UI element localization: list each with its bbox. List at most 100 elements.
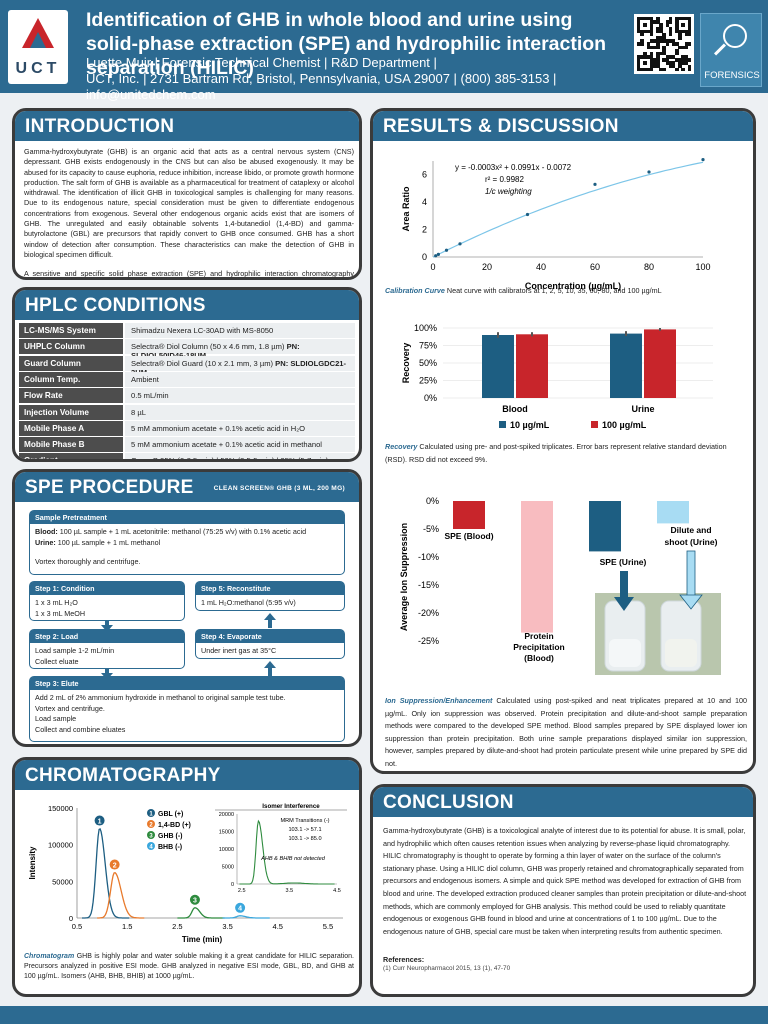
- legend-label: 10 µg/mL: [510, 420, 550, 430]
- y-tick-label: 25%: [419, 376, 437, 386]
- ion-suppression-caption: Ion Suppression/Enhancement Calculated u…: [385, 696, 747, 768]
- hplc-value: Shimadzu Nexera LC-30AD with MS-8050: [125, 323, 355, 338]
- recovery-chart: 100% 75% 50% 25% 0% Recovery Blood Urine 10 µg/m…: [401, 323, 713, 430]
- ion-bar: [589, 501, 621, 552]
- legend-label: 100 µg/mL: [602, 420, 647, 430]
- calibration-point: [436, 252, 440, 256]
- mrm-transition: 103.1 -> 85.0: [288, 836, 321, 842]
- introduction-panel: INTRODUCTION Gamma-hydroxybutyrate (GHB)…: [12, 108, 362, 280]
- mrm-title: MRM Transitions (-): [280, 818, 329, 824]
- hplc-key: Flow Rate: [19, 388, 123, 404]
- y-tick-label: 4: [422, 197, 427, 207]
- y-tick-label: -25%: [418, 636, 439, 646]
- legend-marker-label: 3: [149, 833, 153, 839]
- hplc-value: 5 mM ammonium acetate + 0.1% acetic acid…: [125, 437, 355, 453]
- x-tick-label: 100: [695, 262, 710, 272]
- x-axis-label: Concentration (µg/mL): [525, 281, 621, 291]
- calibration-point: [458, 242, 462, 246]
- arrow-down-icon: [679, 594, 703, 610]
- recovery-bar: [516, 334, 548, 398]
- y-tick-label: -15%: [418, 580, 439, 590]
- recovery-bar: [644, 329, 676, 398]
- y-tick-label: 50000: [52, 877, 73, 886]
- y-tick-label: 50%: [419, 358, 437, 368]
- introduction-paragraph-2: A sensitive and specific solid phase ext…: [24, 269, 354, 279]
- hplc-value: Ambient: [125, 371, 355, 387]
- ion-suppression-chart: 0% -5% -10% -15% -20% -25% Average Ion Suppres…: [399, 496, 721, 675]
- r-squared: r² = 0.9982: [485, 175, 524, 184]
- legend-label: 1,4-BD (+): [158, 822, 191, 829]
- y-tick-label: 6: [422, 170, 427, 180]
- hplc-row: LC-MS/MS System Shimadzu Nexera LC-30AD w…: [19, 323, 355, 339]
- y-tick-label: -5%: [423, 524, 439, 534]
- author-line: Luette Muir | Forensic Technical Chemist…: [86, 55, 437, 70]
- x-tick-label: 0.5: [72, 922, 82, 931]
- magnifier-icon: [723, 24, 747, 48]
- weighting-note: 1/c weighting: [485, 187, 532, 196]
- y-tick-label: -20%: [418, 608, 439, 618]
- legend-marker-label: 2: [149, 822, 153, 828]
- hplc-row: Injection Volume 8 µL: [19, 404, 355, 421]
- bar-label: shoot (Urine): [665, 537, 718, 547]
- reference-item: (1) Curr Neuropharmacol 2015, 13 (1), 47…: [383, 965, 511, 972]
- y-axis-label: Area Ratio: [401, 186, 411, 232]
- hplc-key: Column Temp.: [19, 371, 123, 387]
- peak-marker: [235, 902, 246, 913]
- peak-marker-label: 3: [193, 898, 197, 905]
- chromatography-caption: Chromatogram GHB is highly polar and wat…: [24, 953, 354, 980]
- calibration-caption: Calibration Curve Neat curve with calibr…: [385, 286, 662, 295]
- step2-box: Step 2: Load Load sample 1-2 mL/min Colle…: [29, 629, 185, 669]
- hplc-value: 0.5 mL/min: [125, 388, 355, 404]
- bar-label: SPE (Urine): [600, 557, 647, 567]
- hplc-key: Gradient: [19, 453, 123, 459]
- calibration-point: [525, 212, 530, 217]
- mrm-transition: 103.1 -> 57.1: [288, 827, 321, 833]
- results-title: RESULTS & DISCUSSION: [373, 111, 753, 141]
- x-tick-label: 20: [482, 262, 492, 272]
- pretreatment-box: Sample Pretreatment Blood: 100 µL sample…: [29, 510, 345, 575]
- hplc-key: Injection Volume: [19, 404, 123, 420]
- step1-box: Step 1: Condition 1 x 3 mL H₂O 1 x 3 mL M…: [29, 581, 185, 621]
- legend-marker: [147, 820, 155, 828]
- bar-label: Protein: [524, 631, 553, 641]
- spe-subtitle: CLEAN SCREEN® GHB (3 ML, 200 MG): [213, 485, 345, 492]
- recovery-bar: [610, 333, 642, 398]
- bar-label: Precipitation: [513, 642, 564, 652]
- recovery-bar: [482, 335, 514, 398]
- inset-trace: [239, 819, 335, 885]
- inset-x-tick-label: 4.5: [333, 888, 341, 894]
- inset-y-tick-label: 15000: [219, 830, 234, 836]
- peak-marker-label: 4: [238, 906, 242, 913]
- vial-liquid: [609, 639, 641, 667]
- fit-curve: [432, 161, 704, 258]
- hplc-title: HPLC CONDITIONS: [15, 290, 359, 320]
- x-tick-label: 80: [644, 262, 654, 272]
- calibration-point: [701, 158, 705, 162]
- calibration-point: [444, 248, 449, 252]
- y-tick-label: 100000: [48, 841, 73, 850]
- y-tick-label: 75%: [419, 341, 437, 351]
- x-tick-label: 60: [590, 262, 600, 272]
- hplc-row: Gradient Conc. B 95% (0-3.5 min) | 50% (3…: [19, 453, 355, 459]
- arrow-stem: [620, 571, 628, 599]
- x-tick-label: 40: [536, 262, 546, 272]
- uct-logo: UCT: [8, 10, 68, 84]
- inset-y-tick-label: 10000: [219, 847, 234, 853]
- address-line: UCT, Inc. | 2731 Bartram Rd, Bristol, Pe…: [86, 71, 557, 102]
- peak-marker-label: 1: [98, 818, 102, 825]
- hplc-value: Selectra® Diol Column (50 x 4.6 mm, 1.8 …: [125, 339, 355, 360]
- qr-code-icon[interactable]: [634, 14, 694, 74]
- legend-label: GBL (+): [158, 811, 183, 818]
- x-tick-label: 4.5: [273, 922, 283, 931]
- y-tick-label: 0: [69, 914, 73, 923]
- bar-label: SPE (Blood): [444, 531, 493, 541]
- x-tick-label: 2.5: [172, 922, 182, 931]
- vial-liquid: [665, 639, 697, 667]
- hplc-value: Selectra® Diol Guard (10 x 2.1 mm, 3 µm)…: [125, 355, 355, 377]
- poster-header: UCT Identification of GHB in whole blood…: [0, 0, 768, 102]
- calibration-chart: 0 20 40 60 80 100 0 2 4 6 Concentration (µg/mL) Are…: [401, 158, 711, 291]
- y-tick-label: 2: [422, 225, 427, 235]
- forensics-label: FORENSICS: [704, 70, 760, 81]
